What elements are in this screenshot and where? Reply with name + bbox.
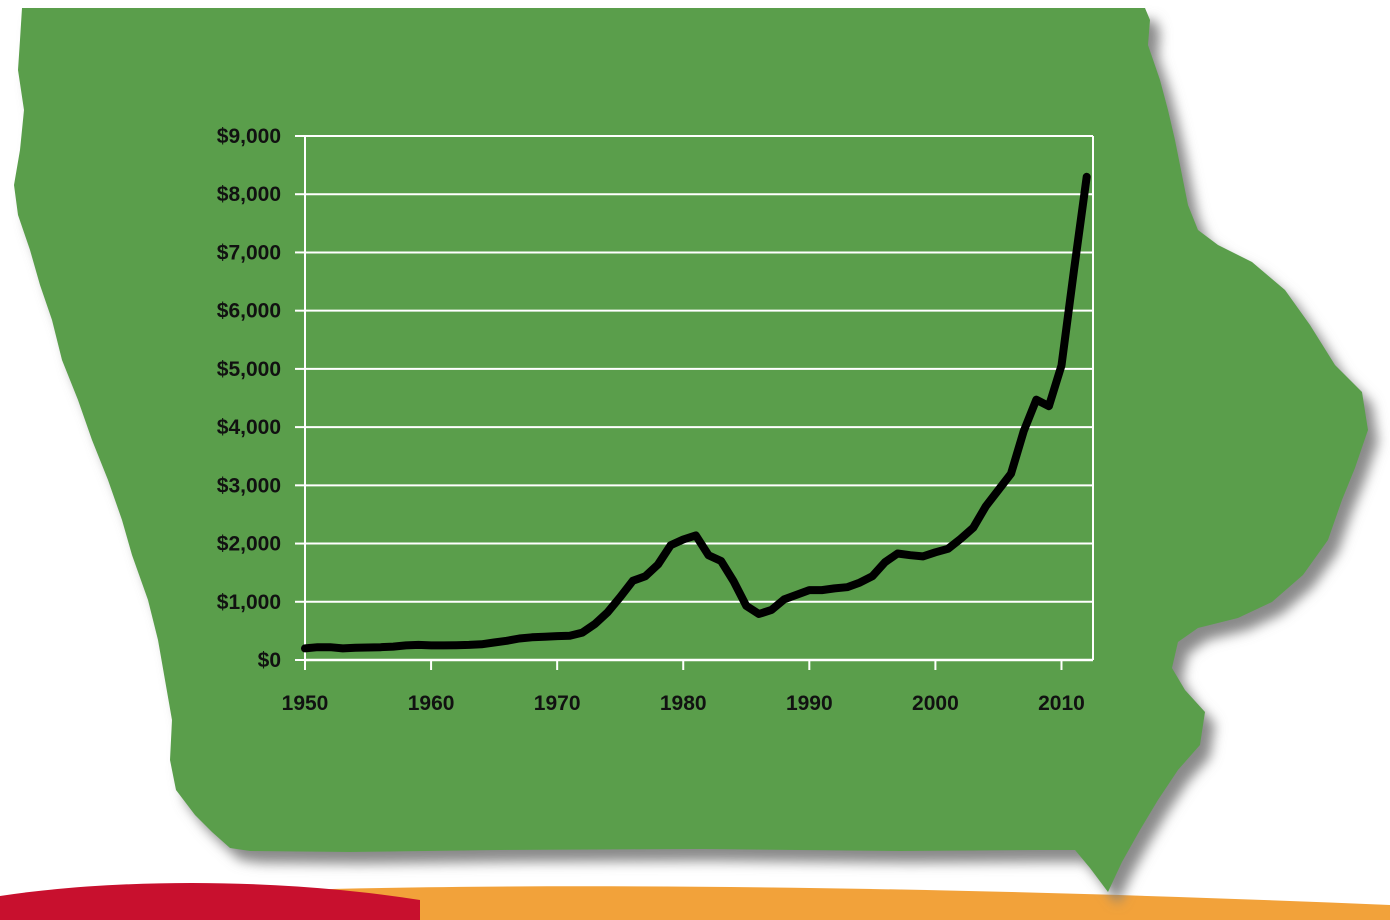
data-point — [667, 542, 674, 549]
data-point — [718, 558, 725, 565]
data-point — [440, 642, 447, 649]
data-point — [1058, 362, 1065, 369]
data-point — [491, 639, 498, 646]
y-tick-label: $0 — [258, 649, 281, 672]
data-point — [1008, 470, 1015, 477]
data-point — [869, 573, 876, 580]
data-point — [579, 629, 586, 636]
data-point — [604, 609, 611, 616]
data-point — [995, 486, 1002, 493]
data-point — [1045, 403, 1052, 410]
data-point — [881, 559, 888, 566]
y-tick-label: $5,000 — [217, 358, 281, 381]
x-tick-label: 1950 — [282, 692, 329, 715]
data-point — [919, 553, 926, 560]
data-point — [755, 611, 762, 618]
data-point — [478, 641, 485, 648]
data-point — [806, 587, 813, 594]
data-point — [629, 577, 636, 584]
y-tick-label: $4,000 — [217, 416, 281, 439]
data-point — [1083, 173, 1090, 180]
data-point — [377, 644, 384, 651]
axes — [295, 135, 1094, 670]
data-point — [617, 594, 624, 601]
data-point — [768, 606, 775, 613]
x-tick-label: 1960 — [408, 692, 455, 715]
data-point — [516, 635, 523, 642]
data-point — [314, 644, 321, 651]
data-point — [856, 579, 863, 586]
data-point — [818, 587, 825, 594]
data-point — [844, 584, 851, 591]
data-point — [907, 552, 914, 559]
series-layer — [301, 172, 1091, 653]
data-point — [781, 596, 788, 603]
footer-swoosh — [0, 882, 1390, 920]
data-point — [680, 536, 687, 543]
data-point — [591, 620, 598, 627]
x-tick-label: 1980 — [660, 692, 707, 715]
data-point — [428, 642, 435, 649]
data-point — [503, 637, 510, 644]
data-point — [642, 573, 649, 580]
data-point — [655, 561, 662, 568]
y-tick-label: $9,000 — [217, 125, 281, 148]
data-point — [705, 552, 712, 559]
y-tick-label: $6,000 — [217, 300, 281, 323]
x-tick-label: 2000 — [912, 692, 959, 715]
x-tick-label: 1970 — [534, 692, 581, 715]
data-point — [327, 644, 334, 651]
y-axis-tick-labels: $0 $1,000 $2,000 $3,000 $4,000 $5,000 $6,000 $7… — [217, 125, 281, 672]
data-point — [554, 633, 561, 640]
x-axis-tick-labels: 1950 1960 1970 1980 1990 2000 2010 — [282, 692, 1085, 715]
data-point — [302, 645, 308, 652]
data-point — [957, 535, 964, 542]
data-point — [894, 550, 901, 557]
data-point — [365, 644, 372, 651]
data-point — [390, 643, 397, 650]
data-point — [1071, 266, 1078, 273]
y-tick-label: $2,000 — [217, 533, 281, 556]
y-tick-label: $7,000 — [217, 241, 281, 264]
data-point — [1020, 428, 1027, 435]
data-point — [402, 642, 409, 649]
data-point — [743, 602, 750, 609]
data-point — [465, 641, 472, 648]
iowa-state-outline — [14, 8, 1368, 892]
data-point — [453, 642, 460, 649]
data-point — [831, 585, 838, 592]
y-tick-label: $3,000 — [217, 474, 281, 497]
data-point — [528, 634, 535, 641]
data-point — [541, 633, 548, 640]
data-point — [692, 532, 699, 539]
data-point — [793, 591, 800, 598]
data-point — [945, 545, 952, 552]
data-point — [970, 524, 977, 531]
y-tick-label: $8,000 — [217, 183, 281, 206]
data-point — [730, 578, 737, 585]
x-tick-label: 1990 — [786, 692, 833, 715]
data-point — [932, 549, 939, 556]
data-point — [566, 632, 573, 639]
data-point — [1033, 396, 1040, 403]
data-point — [982, 503, 989, 510]
data-point — [415, 641, 422, 648]
data-point — [339, 645, 346, 652]
x-tick-label: 2010 — [1038, 692, 1085, 715]
y-tick-label: $1,000 — [217, 591, 281, 614]
data-point — [352, 644, 359, 651]
